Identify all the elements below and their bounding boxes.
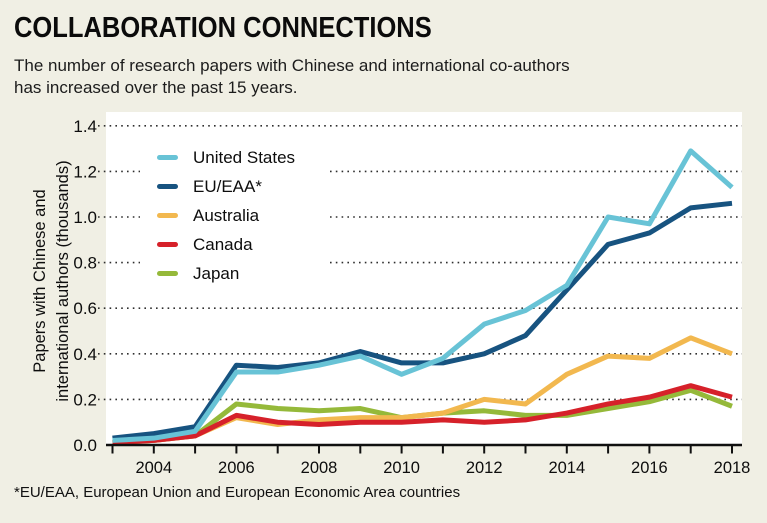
svg-text:0.4: 0.4 xyxy=(73,345,97,364)
eu-eaa-line-swatch xyxy=(157,184,178,189)
chart-subtitle-line1: The number of research papers with Chine… xyxy=(14,56,570,75)
chart-title: COLLABORATION CONNECTIONS xyxy=(14,12,432,44)
legend-item-australia: Australia xyxy=(157,201,330,230)
japan-line-swatch xyxy=(157,271,178,276)
svg-text:0.6: 0.6 xyxy=(73,299,97,318)
legend-label: Japan xyxy=(193,263,240,283)
svg-text:2006: 2006 xyxy=(218,459,255,477)
legend-label: Australia xyxy=(193,205,260,225)
chart-subtitle-line2: has increased over the past 15 years. xyxy=(14,78,298,97)
svg-text:2016: 2016 xyxy=(631,459,668,477)
legend-item-united-states: United States xyxy=(157,143,330,172)
svg-text:2018: 2018 xyxy=(714,459,751,477)
australia-line-swatch xyxy=(157,213,178,218)
united-states-line-swatch xyxy=(157,155,178,160)
legend-item-canada: Canada xyxy=(157,230,330,259)
footnote: *EU/EAA, European Union and European Eco… xyxy=(14,484,461,501)
svg-text:2010: 2010 xyxy=(383,459,420,477)
svg-text:1.2: 1.2 xyxy=(73,162,97,181)
svg-text:0.8: 0.8 xyxy=(73,254,97,273)
canada-line-swatch xyxy=(157,242,178,247)
legend-item-japan: Japan xyxy=(157,259,330,288)
svg-text:2014: 2014 xyxy=(548,459,585,477)
chart-subtitle: The number of research papers with Chine… xyxy=(14,55,570,99)
svg-text:0.2: 0.2 xyxy=(73,390,97,409)
svg-text:2008: 2008 xyxy=(301,459,338,477)
svg-text:0.0: 0.0 xyxy=(73,436,97,455)
svg-text:2004: 2004 xyxy=(135,459,172,477)
legend-label: United States xyxy=(193,147,296,167)
legend-label: Canada xyxy=(193,234,253,254)
legend-item-eu-eaa: EU/EAA* xyxy=(157,172,330,201)
svg-text:1.0: 1.0 xyxy=(73,208,97,227)
legend-label: EU/EAA* xyxy=(193,176,262,196)
svg-text:2012: 2012 xyxy=(466,459,503,477)
legend: United States EU/EAA* Australia Canada J… xyxy=(140,137,330,287)
svg-text:1.4: 1.4 xyxy=(73,117,97,136)
